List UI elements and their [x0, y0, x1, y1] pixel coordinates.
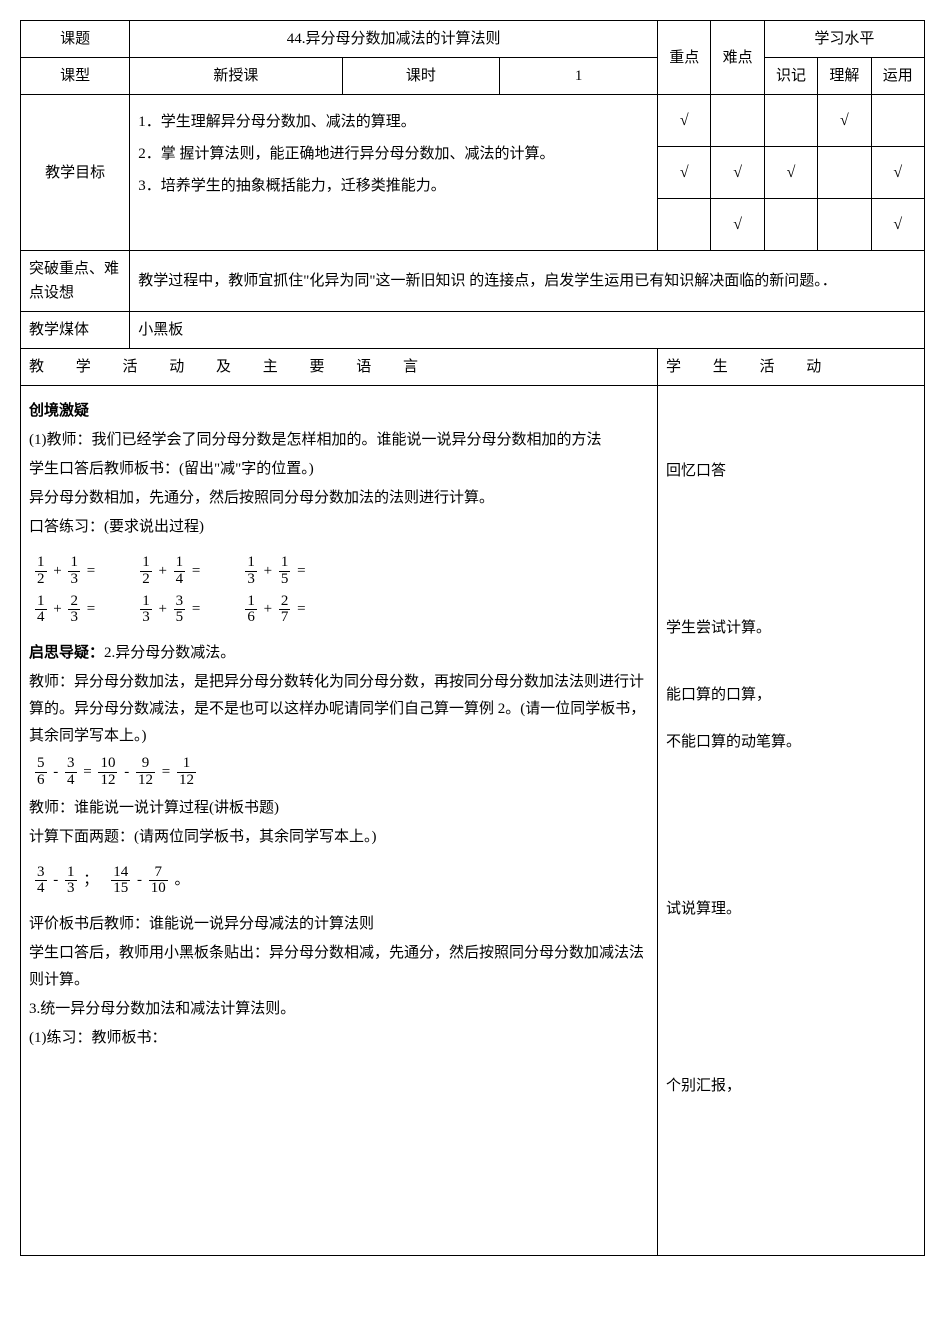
period-value: 1 [500, 58, 658, 95]
p11: (1)练习：教师板书： [29, 1025, 649, 1052]
p4: 口答练习：(要求说出过程) [29, 514, 649, 541]
breakthrough-label: 突破重点、难点设想 [21, 251, 130, 312]
m-0-c2: √ [818, 95, 871, 147]
p10: 3.统一异分母分数加法和减法计算法则。 [29, 996, 649, 1023]
s4: 不能口算的动笔算。 [666, 729, 916, 756]
p9: 学生口答后，教师用小黑板条贴出：异分母分数相减，先通分，然后按照同分母分数加减法… [29, 940, 649, 994]
p5: 教师：异分母分数加法，是把异分母分数转化为同分母分数，再按同分母分数加法法则进行… [29, 669, 649, 750]
m-0-df [711, 95, 764, 147]
m-2-kp [658, 199, 711, 251]
m-1-kp: √ [658, 147, 711, 199]
eq-row-1: 12 + 13 = 12 + 14 = 13 + 15 = [35, 555, 649, 588]
eq-big: 56 - 34 = 1012 - 912 = 112 [35, 756, 649, 789]
section2-suffix: 2.异分母分数减法。 [104, 645, 235, 661]
p8: 评价板书后教师：谁能说一说异分母减法的计算法则 [29, 911, 649, 938]
activity-header-right: 学 生 活 动 [658, 349, 925, 386]
activity-header-left: 教 学 活 动 及 主 要 语 言 [21, 349, 658, 386]
m-1-c2 [818, 147, 871, 199]
p7: 计算下面两题：(请两位同学板书，其余同学写本上。) [29, 824, 649, 851]
difficulty-label: 难点 [711, 21, 764, 95]
lesson-plan-table: 课题 44.异分母分数加减法的计算法则 重点 难点 学习水平 课型 新授课 课时… [20, 20, 925, 1256]
m-2-c3: √ [871, 199, 924, 251]
topic-value: 44.异分母分数加减法的计算法则 [130, 21, 658, 58]
level-col-1: 识记 [764, 58, 817, 95]
objective-2: 2．掌 握计算法则，能正确地进行异分母分数加、减法的计算。 [138, 139, 649, 169]
section1-title: 创境激疑 [29, 403, 89, 419]
eq-row-3: 34 - 13 ； 1415 - 710 。 [35, 865, 649, 898]
m-2-c1 [764, 199, 817, 251]
objectives-label: 教学目标 [21, 95, 130, 251]
eq-row-2: 14 + 23 = 13 + 35 = 16 + 27 = [35, 594, 649, 627]
objectives-body: 1．学生理解异分母分数加、减法的算理。 2．掌 握计算法则，能正确地进行异分母分… [130, 95, 658, 251]
m-0-c1 [764, 95, 817, 147]
p1: (1)教师：我们已经学会了同分母分数是怎样相加的。谁能说一说异分母分数相加的方法 [29, 427, 649, 454]
m-0-kp: √ [658, 95, 711, 147]
m-2-df: √ [711, 199, 764, 251]
level-col-2: 理解 [818, 58, 871, 95]
keypoint-label: 重点 [658, 21, 711, 95]
period-label: 课时 [342, 58, 500, 95]
media-label: 教学煤体 [21, 312, 130, 349]
m-1-c1: √ [764, 147, 817, 199]
topic-label: 课题 [21, 21, 130, 58]
objective-3: 3．培养学生的抽象概括能力，迁移类推能力。 [138, 171, 649, 201]
p2: 学生口答后教师板书：(留出"减"字的位置。) [29, 456, 649, 483]
level-label: 学习水平 [764, 21, 924, 58]
objective-1: 1．学生理解异分母分数加、减法的算理。 [138, 107, 649, 137]
media-value: 小黑板 [130, 312, 925, 349]
m-0-c3 [871, 95, 924, 147]
p6: 教师：谁能说一说计算过程(讲板书题) [29, 795, 649, 822]
type-label: 课型 [21, 58, 130, 95]
s6: 个别汇报， [666, 1073, 916, 1100]
s2: 学生尝试计算。 [666, 615, 916, 642]
s1: 回忆口答 [666, 458, 916, 485]
s5: 试说算理。 [666, 896, 916, 923]
p3: 异分母分数相加，先通分，然后按照同分母分数加法的法则进行计算。 [29, 485, 649, 512]
teacher-activity: 创境激疑 (1)教师：我们已经学会了同分母分数是怎样相加的。谁能说一说异分母分数… [21, 386, 658, 1256]
m-2-c2 [818, 199, 871, 251]
level-col-3: 运用 [871, 58, 924, 95]
m-1-df: √ [711, 147, 764, 199]
m-1-c3: √ [871, 147, 924, 199]
section2-title: 启思导疑： [29, 645, 104, 661]
breakthrough-text: 教学过程中，教师宜抓住"化异为同"这一新旧知识 的连接点，启发学生运用已有知识解… [130, 251, 925, 312]
type-value: 新授课 [130, 58, 342, 95]
s3: 能口算的口算， [666, 682, 916, 709]
student-activity: 回忆口答 学生尝试计算。 能口算的口算， 不能口算的动笔算。 试说算理。 个别汇… [658, 386, 925, 1256]
